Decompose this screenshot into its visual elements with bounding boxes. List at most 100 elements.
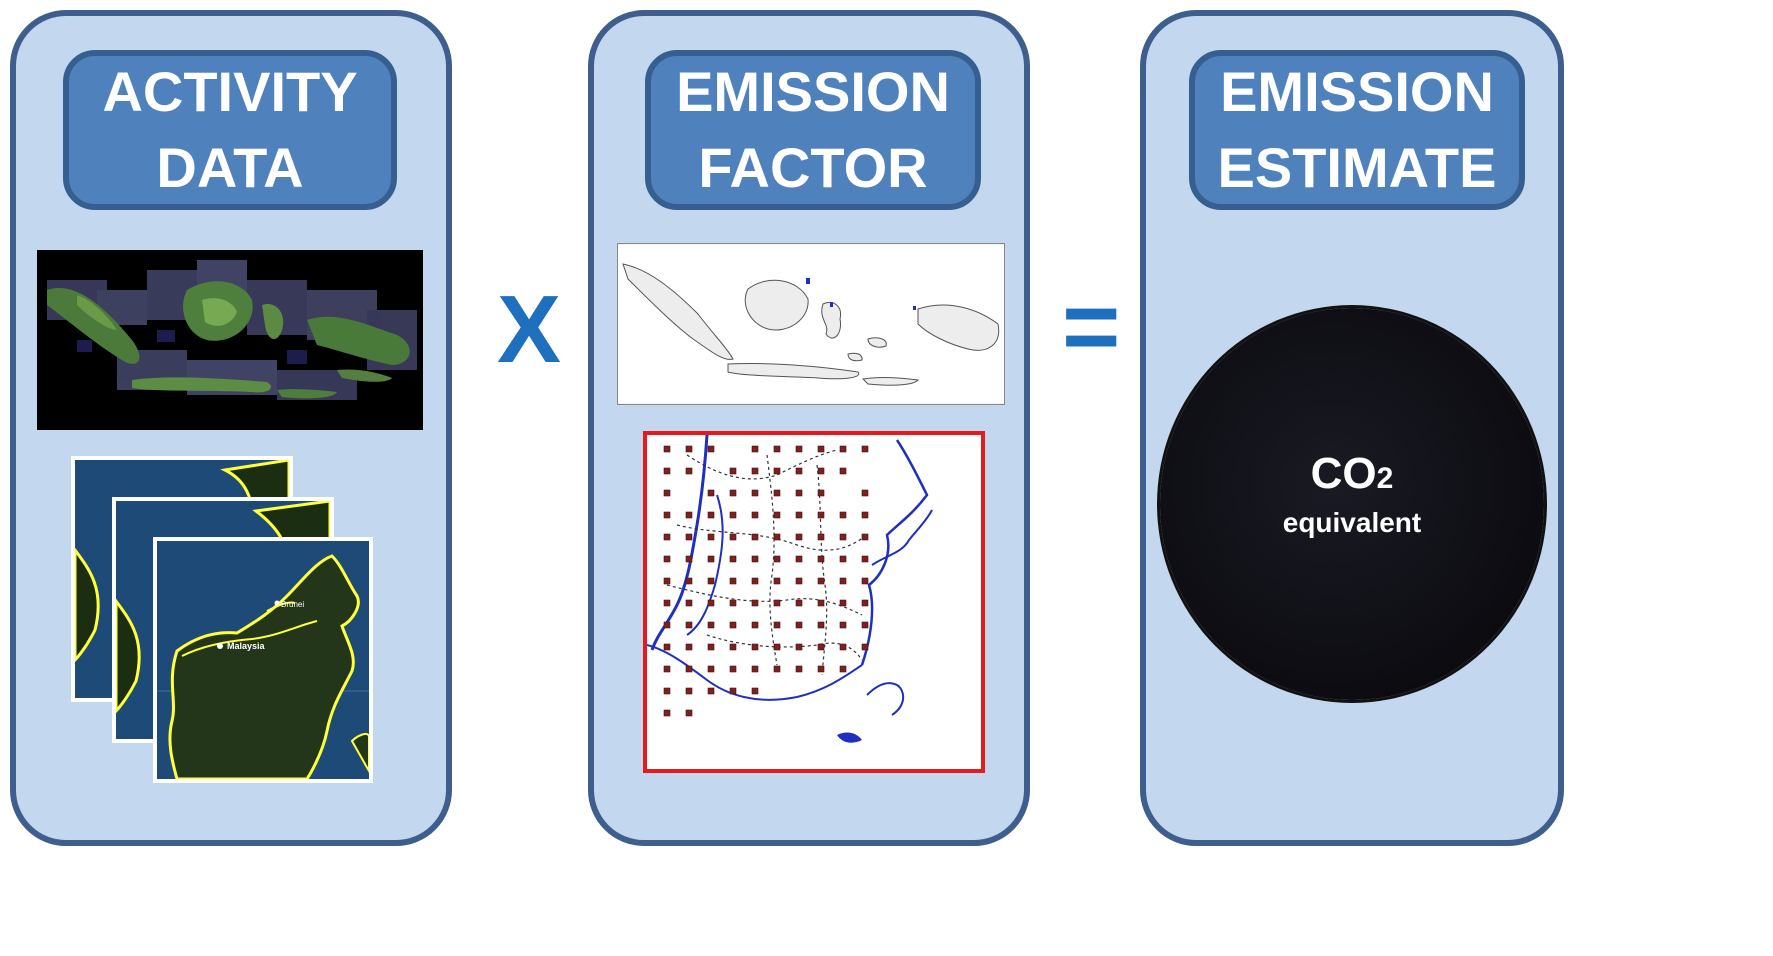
activity-data-header: ACTIVITY DATA [63, 50, 397, 210]
grid-marker [818, 490, 824, 496]
grid-marker [862, 534, 868, 540]
grid-marker [796, 446, 802, 452]
grid-marker [774, 556, 780, 562]
malaysia-map-label: Malaysia [227, 641, 266, 651]
emission-factor-title-line1: EMISSION [676, 54, 950, 130]
grid-marker [774, 446, 780, 452]
grid-marker [818, 556, 824, 562]
grid-marker [818, 600, 824, 606]
sampling-grid-svg [647, 435, 981, 769]
grid-marker [708, 600, 714, 606]
grid-marker [840, 578, 846, 584]
borneo-satellite-image-front: Malaysia Brunei [153, 537, 373, 783]
grid-marker [664, 622, 670, 628]
grid-marker [730, 600, 736, 606]
sampling-grid-map [643, 431, 985, 773]
grid-marker [774, 600, 780, 606]
grid-marker [818, 622, 824, 628]
emission-factor-title-line2: FACTOR [698, 130, 927, 206]
grid-marker [774, 512, 780, 518]
grid-marker [730, 512, 736, 518]
activity-data-title-line1: ACTIVITY [102, 54, 357, 130]
grid-marker [862, 556, 868, 562]
grid-marker [664, 556, 670, 562]
brunei-map-label: Brunei [281, 600, 304, 609]
grid-marker [752, 534, 758, 540]
grid-marker [796, 468, 802, 474]
grid-marker [862, 644, 868, 650]
grid-marker [752, 578, 758, 584]
grid-marker [818, 644, 824, 650]
multiply-operator: X [497, 280, 561, 380]
grid-marker [862, 446, 868, 452]
grid-marker [796, 578, 802, 584]
emission-factor-header: EMISSION FACTOR [645, 50, 981, 210]
grid-marker [686, 710, 692, 716]
grid-marker [730, 688, 736, 694]
grid-marker [708, 644, 714, 650]
grid-marker [862, 578, 868, 584]
grid-marker [664, 468, 670, 474]
grid-marker [752, 446, 758, 452]
grid-marker [730, 578, 736, 584]
emission-estimate-title-line2: ESTIMATE [1218, 130, 1497, 206]
grid-markers-group [664, 446, 868, 716]
grid-marker [796, 512, 802, 518]
grid-marker [752, 600, 758, 606]
satellite-mosaic-image [37, 250, 423, 430]
grid-marker [664, 688, 670, 694]
grid-marker [862, 512, 868, 518]
grid-marker [796, 600, 802, 606]
emission-estimate-title-line1: EMISSION [1220, 54, 1494, 130]
grid-marker [862, 490, 868, 496]
grid-marker [730, 644, 736, 650]
equals-operator: = [1062, 272, 1120, 382]
co2-circle: CO2 equivalent [1160, 308, 1544, 700]
grid-marker [818, 666, 824, 672]
grid-marker [840, 556, 846, 562]
grid-marker [664, 490, 670, 496]
grid-marker [708, 556, 714, 562]
grid-marker [730, 534, 736, 540]
grid-marker [664, 512, 670, 518]
grid-marker [664, 534, 670, 540]
grid-marker [796, 490, 802, 496]
grid-marker [730, 666, 736, 672]
grid-marker [708, 490, 714, 496]
grid-marker [708, 622, 714, 628]
co2-formula: CO2 [1311, 450, 1394, 503]
grid-marker [774, 578, 780, 584]
grid-marker [774, 490, 780, 496]
grid-marker [774, 644, 780, 650]
grid-marker [686, 534, 692, 540]
grid-marker [774, 468, 780, 474]
grid-marker [840, 666, 846, 672]
grid-marker [774, 534, 780, 540]
grid-marker [752, 556, 758, 562]
grid-marker [708, 666, 714, 672]
grid-marker [664, 446, 670, 452]
grid-marker [686, 622, 692, 628]
grid-marker [796, 556, 802, 562]
grid-marker [730, 490, 736, 496]
grid-marker [752, 644, 758, 650]
grid-marker [686, 600, 692, 606]
grid-marker [686, 556, 692, 562]
indonesia-outline-map [617, 243, 1005, 405]
grid-marker [840, 534, 846, 540]
grid-marker [862, 600, 868, 606]
grid-marker [708, 688, 714, 694]
co2-formula-subscript: 2 [1377, 462, 1394, 495]
grid-marker [752, 688, 758, 694]
grid-marker [686, 468, 692, 474]
grid-marker [818, 534, 824, 540]
grid-marker [686, 446, 692, 452]
grid-marker [796, 666, 802, 672]
grid-marker [664, 644, 670, 650]
grid-marker [796, 622, 802, 628]
grid-marker [664, 710, 670, 716]
grid-marker [840, 622, 846, 628]
co2-formula-main: CO [1311, 449, 1377, 498]
grid-marker [818, 578, 824, 584]
grid-marker [752, 512, 758, 518]
